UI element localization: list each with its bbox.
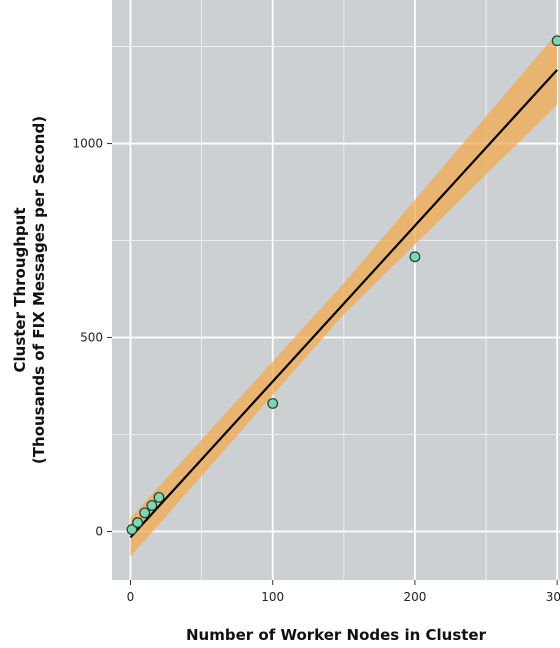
data-point bbox=[551, 35, 560, 47]
fit-line-layer bbox=[129, 69, 558, 539]
grid-lines bbox=[112, 0, 560, 580]
data-point bbox=[409, 251, 421, 263]
confidence-band-layer bbox=[130, 32, 558, 557]
x-axis-title: Number of Worker Nodes in Cluster bbox=[186, 626, 487, 644]
data-point bbox=[153, 491, 165, 503]
y-tick-label: 0 bbox=[95, 525, 103, 539]
data-points-layer bbox=[126, 35, 560, 535]
x-tick-label: 300 bbox=[546, 590, 560, 604]
y-tick-label: 500 bbox=[80, 331, 103, 345]
x-tick-label: 0 bbox=[127, 590, 135, 604]
y-tick-label: 1000 bbox=[72, 137, 103, 151]
fit-line bbox=[129, 69, 558, 539]
confidence-band bbox=[130, 32, 558, 557]
y-axis-title-line2: (Thousands of FIX Messages per Second) bbox=[30, 116, 48, 464]
axis-ticks: 0 100 200 300 0 500 1000 bbox=[72, 137, 560, 604]
data-point bbox=[146, 500, 158, 511]
data-point bbox=[139, 507, 151, 519]
data-point bbox=[267, 398, 279, 409]
data-point bbox=[132, 517, 144, 528]
x-tick-label: 200 bbox=[403, 590, 426, 604]
x-tick-label: 100 bbox=[261, 590, 284, 604]
data-point bbox=[126, 524, 138, 535]
y-axis-title-line1: Cluster Throughput bbox=[11, 207, 29, 372]
